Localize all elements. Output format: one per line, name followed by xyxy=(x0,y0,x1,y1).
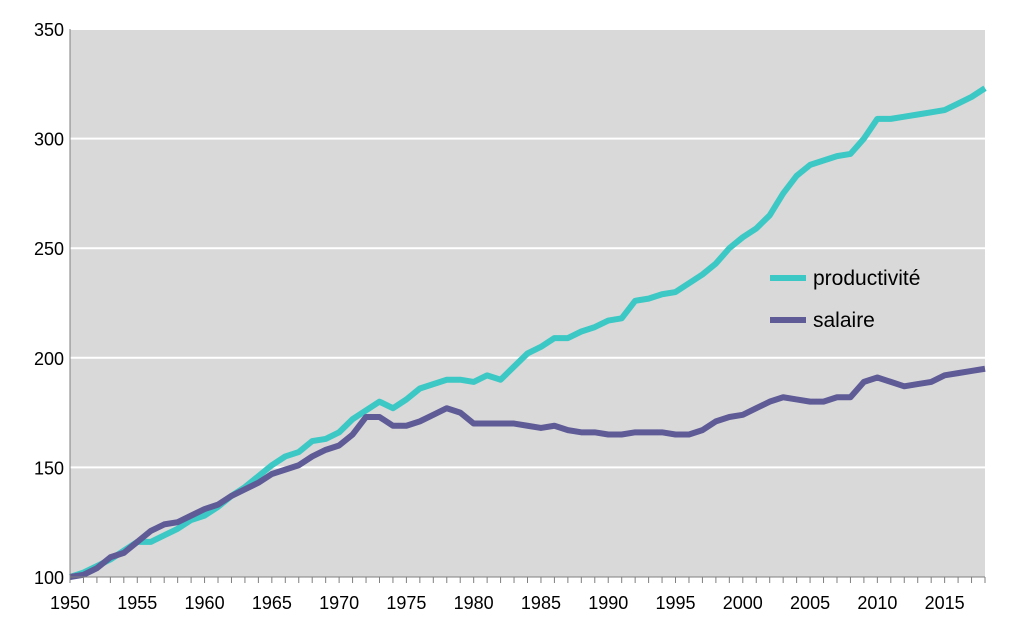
legend: productivité salaire xyxy=(770,267,920,332)
y-tick-label: 250 xyxy=(34,239,64,259)
y-tick-label: 200 xyxy=(34,349,64,369)
axes xyxy=(69,29,986,583)
x-tick-label: 2000 xyxy=(723,593,763,613)
x-tick-label: 1980 xyxy=(454,593,494,613)
y-tick-label: 350 xyxy=(34,20,64,40)
x-tick-label: 1985 xyxy=(521,593,561,613)
x-tick-label: 1975 xyxy=(386,593,426,613)
legend-label: productivité xyxy=(813,267,920,290)
series-line-salaire xyxy=(69,365,986,580)
x-tick-label: 1970 xyxy=(319,593,359,613)
x-tick-label: 2015 xyxy=(925,593,965,613)
x-tick-label: 1995 xyxy=(655,593,695,613)
x-tick-label: 1990 xyxy=(588,593,628,613)
x-tick-label: 1960 xyxy=(185,593,225,613)
series-lines xyxy=(69,85,987,580)
x-tick-label: 1965 xyxy=(252,593,292,613)
y-tick-label: 300 xyxy=(34,130,64,150)
y-tick-label: 150 xyxy=(34,458,64,478)
x-axis-tick-labels: 1950 1955 1960 1965 1970 1975 1980 1985 1990 1995… xyxy=(50,593,965,613)
plot-area xyxy=(70,29,985,577)
x-tick-label: 1950 xyxy=(50,593,90,613)
y-tick-label: 100 xyxy=(34,568,64,588)
y-axis-tick-labels: 100 150 200 250 300 350 xyxy=(34,20,64,588)
x-tick-label: 2005 xyxy=(790,593,830,613)
legend-label: salaire xyxy=(813,309,875,332)
grid-lines xyxy=(70,28,985,469)
x-tick-label: 1955 xyxy=(117,593,157,613)
x-tick-label: 2010 xyxy=(857,593,897,613)
